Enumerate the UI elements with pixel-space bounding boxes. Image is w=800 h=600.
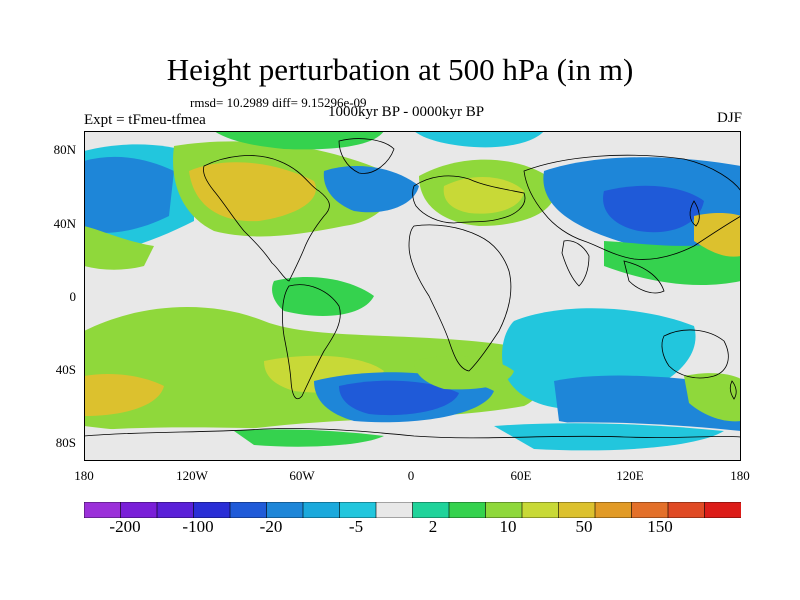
- colorbar-label-minus-100: -100: [182, 517, 214, 536]
- contour-south-pacific-high: [84, 374, 164, 416]
- colorbar-swatch: [485, 502, 523, 518]
- contour-pacific-north-negative: [84, 156, 174, 233]
- contour-pacific-tropics-positive: [84, 226, 154, 270]
- colorbar-swatch: [120, 502, 158, 518]
- coast-asia: [523, 154, 741, 260]
- contour-south-ocean-strong-negative: [339, 380, 459, 416]
- coast-new-zealand: [729, 380, 737, 400]
- plot-title: Height perturbation at 500 hPa (in m): [166, 52, 634, 87]
- colorbar-swatch: [156, 502, 195, 518]
- colorbar-swatch: [448, 502, 487, 518]
- contour-atlantic-negative: [323, 166, 419, 213]
- contour-arctic-positive: [214, 131, 384, 150]
- stats-line: rmsd= 10.2989 diff= 9.15296e-09: [190, 95, 367, 110]
- colorbar-label-minus-5: -5: [348, 517, 364, 536]
- field-fill-layer: [84, 131, 741, 461]
- contour-arctic-negative: [414, 131, 544, 148]
- contour-west-pacific-positive: [604, 241, 741, 286]
- colorbar-swatch: [558, 502, 596, 518]
- lon-tick-180e: 180: [730, 468, 750, 483]
- map-frame: [84, 131, 741, 461]
- colorbar-swatch: [229, 502, 268, 518]
- colorbar-label-10: 10: [499, 517, 517, 536]
- colorbar-swatch: [193, 502, 231, 518]
- coast-africa: [408, 224, 512, 372]
- lon-tick-120e: 120E: [616, 468, 644, 483]
- contour-europe-high: [443, 176, 524, 214]
- contour-east-pacific-positive: [694, 212, 741, 257]
- lat-tick-80n: 80N: [53, 142, 76, 157]
- contour-north-america-high: [189, 162, 316, 222]
- colorbar-swatch: [302, 502, 341, 518]
- lon-tick-60e: 60E: [510, 468, 532, 483]
- contour-tasman-positive: [684, 373, 741, 422]
- colorbar-label-minus-20: -20: [259, 517, 283, 536]
- coast-greenland: [338, 138, 395, 174]
- coast-japan: [689, 200, 700, 227]
- colorbar-swatch: [521, 502, 560, 518]
- coast-antarctica: [84, 428, 741, 439]
- lon-tick-120w: 120W: [176, 468, 208, 483]
- coast-australia: [661, 329, 729, 379]
- lon-tick-180w: 180: [74, 468, 94, 483]
- colorbar-swatch: [339, 502, 377, 518]
- colorbar-label-minus-200: -200: [109, 517, 141, 536]
- colorbar-swatch: [84, 502, 122, 518]
- coast-india: [561, 240, 590, 287]
- contour-antarctic-positive: [234, 429, 384, 447]
- colorbar-swatch: [667, 502, 706, 518]
- lat-tick-0: 0: [69, 289, 77, 304]
- colorbar-swatch: [266, 502, 304, 518]
- coast-europe: [412, 175, 526, 224]
- colorbar-label-150: 150: [647, 517, 673, 536]
- coastline-layer: [84, 138, 741, 439]
- colorbar-label-50: 50: [575, 517, 593, 536]
- colorbar: [84, 502, 741, 518]
- coast-south-america: [282, 284, 341, 400]
- season-label: DJF: [716, 110, 742, 126]
- lon-tick-60w: 60W: [289, 468, 315, 483]
- lon-tick-0: 0: [407, 468, 415, 483]
- colorbar-label-2: 2: [428, 517, 438, 536]
- colorbar-swatch: [375, 502, 414, 518]
- lat-tick-40n: 40N: [53, 216, 76, 231]
- contour-equatorial-positive: [272, 276, 374, 316]
- colorbar-swatch: [412, 502, 450, 518]
- contour-asia-strong-negative: [603, 185, 704, 233]
- period-label: 1000kyr BP - 0000kyr BP: [327, 104, 485, 120]
- contour-south-indian-positive: [414, 355, 514, 390]
- coast-north-america: [203, 155, 330, 282]
- colorbar-swatch: [594, 502, 633, 518]
- colorbar-swatch: [704, 502, 741, 518]
- lat-tick-40s: 40S: [55, 362, 76, 377]
- coast-southeast-asia: [623, 260, 665, 294]
- experiment-label: Expt = tFmeu-tfmea: [84, 112, 206, 128]
- colorbar-swatch: [631, 502, 669, 518]
- lat-tick-80s: 80S: [55, 435, 76, 450]
- height-perturbation-map: [84, 131, 741, 461]
